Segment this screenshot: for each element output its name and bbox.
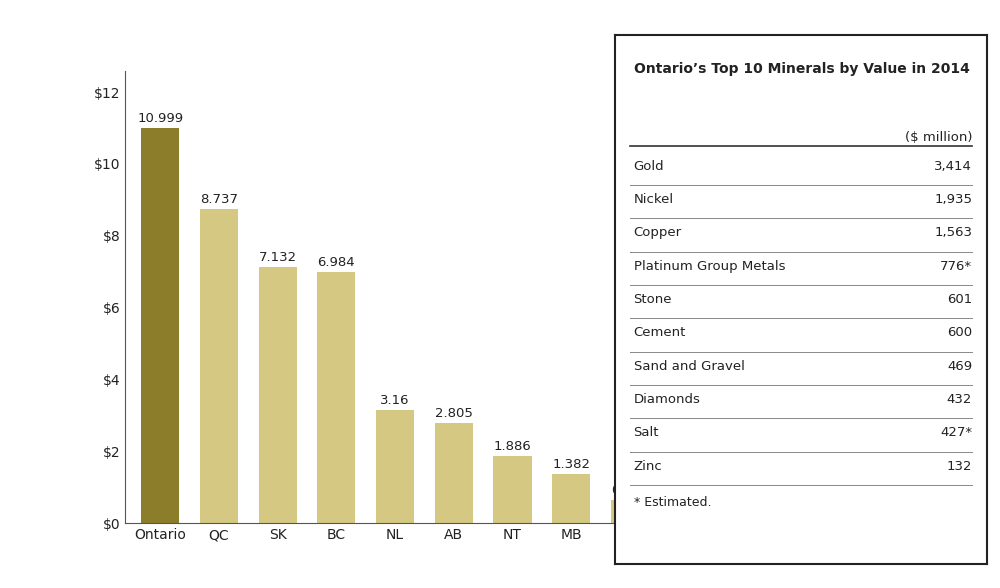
Text: 469: 469 — [947, 360, 972, 373]
Bar — [317, 272, 355, 523]
Bar — [200, 209, 238, 523]
Text: Ontario’s Top 10 Minerals by Value in 2014: Ontario’s Top 10 Minerals by Value in 20… — [634, 62, 969, 76]
Text: Cement: Cement — [634, 326, 686, 339]
Text: 3.16: 3.16 — [380, 394, 410, 407]
Text: 8.737: 8.737 — [200, 193, 238, 206]
Bar — [552, 474, 590, 523]
Text: Platinum Group Metals: Platinum Group Metals — [634, 260, 785, 273]
Text: Salt: Salt — [634, 426, 659, 439]
Bar — [435, 423, 473, 523]
Text: Diamonds: Diamonds — [634, 393, 700, 406]
Text: 776*: 776* — [940, 260, 972, 273]
Text: Gold: Gold — [634, 160, 664, 173]
Text: 1,563: 1,563 — [934, 226, 972, 239]
Bar — [728, 510, 766, 523]
Text: Stone: Stone — [634, 293, 672, 306]
Bar — [611, 500, 649, 523]
Text: 427*: 427* — [940, 426, 972, 439]
Text: 2.805: 2.805 — [435, 407, 473, 420]
Text: Sand and Gravel: Sand and Gravel — [634, 360, 744, 373]
Text: 600: 600 — [947, 326, 972, 339]
Text: 1,935: 1,935 — [934, 193, 972, 206]
Text: 1.382: 1.382 — [552, 458, 590, 471]
Text: 601: 601 — [947, 293, 972, 306]
Bar — [787, 516, 825, 523]
Text: 0.429: 0.429 — [670, 492, 708, 505]
Bar — [670, 508, 708, 523]
Bar — [259, 267, 297, 523]
Bar — [493, 456, 532, 523]
Text: * Estimated.: * Estimated. — [634, 496, 711, 509]
Text: ($ million): ($ million) — [905, 131, 972, 143]
Text: 10.999: 10.999 — [137, 112, 183, 125]
Bar — [376, 410, 414, 523]
Text: 0.381: 0.381 — [728, 494, 766, 507]
Text: 0.004: 0.004 — [846, 507, 884, 520]
Text: 0.642: 0.642 — [611, 485, 649, 497]
Text: 7.132: 7.132 — [259, 251, 297, 264]
Text: 1.886: 1.886 — [494, 440, 531, 453]
Text: Copper: Copper — [634, 226, 682, 239]
Text: 6.984: 6.984 — [318, 256, 355, 269]
Text: 3,414: 3,414 — [934, 160, 972, 173]
Text: Nickel: Nickel — [634, 193, 674, 206]
Text: 132: 132 — [947, 460, 972, 473]
Text: 432: 432 — [947, 393, 972, 406]
Text: Zinc: Zinc — [634, 460, 662, 473]
Bar — [141, 128, 179, 523]
Text: 0.204: 0.204 — [787, 500, 825, 513]
